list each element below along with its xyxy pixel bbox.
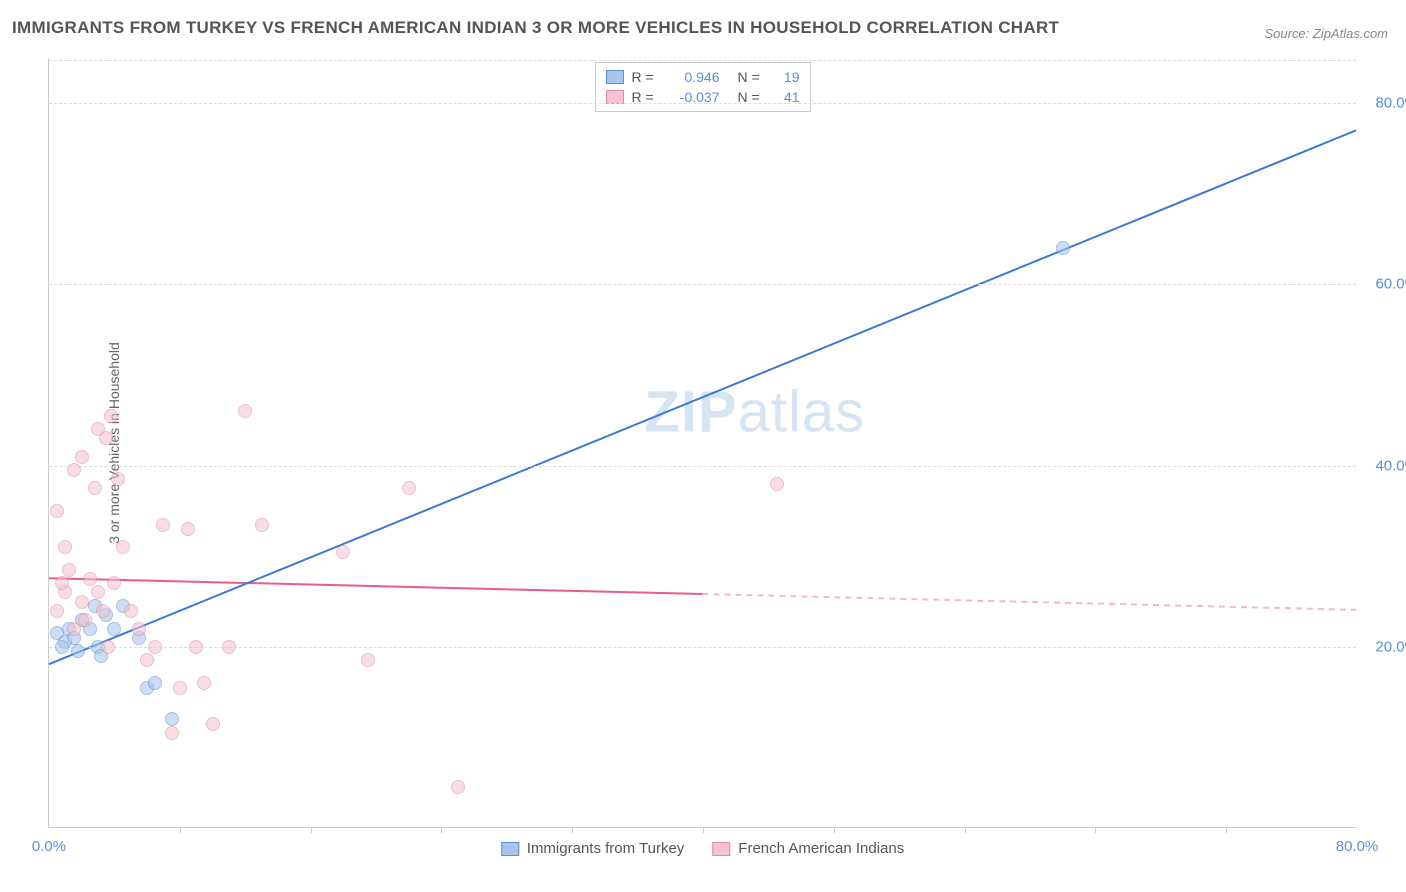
- data-point: [402, 481, 416, 495]
- data-point: [222, 640, 236, 654]
- data-point: [148, 640, 162, 654]
- data-point: [50, 604, 64, 618]
- data-point: [173, 681, 187, 695]
- chart-plot-area: 3 or more Vehicles in Household ZIPatlas…: [48, 58, 1356, 828]
- legend-swatch: [606, 90, 624, 104]
- data-point: [1056, 241, 1070, 255]
- legend-series-item: French American Indians: [712, 840, 904, 857]
- data-point: [58, 540, 72, 554]
- x-tick-label: 80.0%: [1336, 838, 1379, 855]
- x-minor-tick: [1095, 827, 1096, 833]
- legend-swatch: [501, 842, 519, 856]
- data-point: [189, 640, 203, 654]
- data-point: [116, 540, 130, 554]
- data-point: [107, 622, 121, 636]
- x-minor-tick: [703, 827, 704, 833]
- data-point: [132, 622, 146, 636]
- legend-series-item: Immigrants from Turkey: [501, 840, 685, 857]
- x-tick-label: 0.0%: [32, 838, 66, 855]
- data-point: [255, 518, 269, 532]
- data-point: [78, 613, 92, 627]
- data-point: [451, 780, 465, 794]
- data-point: [88, 481, 102, 495]
- gridline-horizontal: [49, 60, 1356, 61]
- data-point: [101, 640, 115, 654]
- data-point: [148, 676, 162, 690]
- gridline-horizontal: [49, 284, 1356, 285]
- data-point: [181, 522, 195, 536]
- x-minor-tick: [834, 827, 835, 833]
- data-point: [50, 504, 64, 518]
- source-attribution: Source: ZipAtlas.com: [1264, 26, 1388, 41]
- data-point: [165, 712, 179, 726]
- x-minor-tick: [311, 827, 312, 833]
- data-point: [770, 477, 784, 491]
- y-tick-label: 40.0%: [1362, 457, 1406, 474]
- gridline-horizontal: [49, 647, 1356, 648]
- y-tick-label: 20.0%: [1362, 638, 1406, 655]
- data-point: [67, 463, 81, 477]
- data-point: [104, 409, 118, 423]
- data-point: [107, 576, 121, 590]
- data-point: [140, 653, 154, 667]
- data-point: [83, 572, 97, 586]
- data-point: [111, 472, 125, 486]
- data-point: [99, 431, 113, 445]
- correlation-legend: R =0.946N =19R =-0.037N =41: [595, 62, 811, 112]
- data-point: [336, 545, 350, 559]
- y-tick-label: 80.0%: [1362, 95, 1406, 112]
- data-point: [206, 717, 220, 731]
- gridline-horizontal: [49, 103, 1356, 104]
- data-point: [361, 653, 375, 667]
- data-point: [91, 585, 105, 599]
- legend-series-label: Immigrants from Turkey: [527, 840, 685, 857]
- data-point: [75, 595, 89, 609]
- x-minor-tick: [1226, 827, 1227, 833]
- data-point: [55, 640, 69, 654]
- data-point: [124, 604, 138, 618]
- data-point: [71, 644, 85, 658]
- data-point: [197, 676, 211, 690]
- x-minor-tick: [180, 827, 181, 833]
- x-minor-tick: [441, 827, 442, 833]
- series-legend: Immigrants from Turkey French American In…: [501, 840, 904, 857]
- data-point: [156, 518, 170, 532]
- legend-correlation-row: R =0.946N =19: [606, 67, 800, 87]
- y-tick-label: 60.0%: [1362, 276, 1406, 293]
- chart-title: IMMIGRANTS FROM TURKEY VS FRENCH AMERICA…: [12, 18, 1059, 38]
- legend-swatch: [606, 70, 624, 84]
- data-point: [96, 604, 110, 618]
- gridline-horizontal: [49, 466, 1356, 467]
- x-minor-tick: [572, 827, 573, 833]
- data-point: [55, 576, 69, 590]
- data-point: [238, 404, 252, 418]
- x-minor-tick: [965, 827, 966, 833]
- legend-swatch: [712, 842, 730, 856]
- data-point: [165, 726, 179, 740]
- legend-series-label: French American Indians: [738, 840, 904, 857]
- data-point: [75, 450, 89, 464]
- chart-svg-layer: [49, 58, 1356, 827]
- data-point: [62, 563, 76, 577]
